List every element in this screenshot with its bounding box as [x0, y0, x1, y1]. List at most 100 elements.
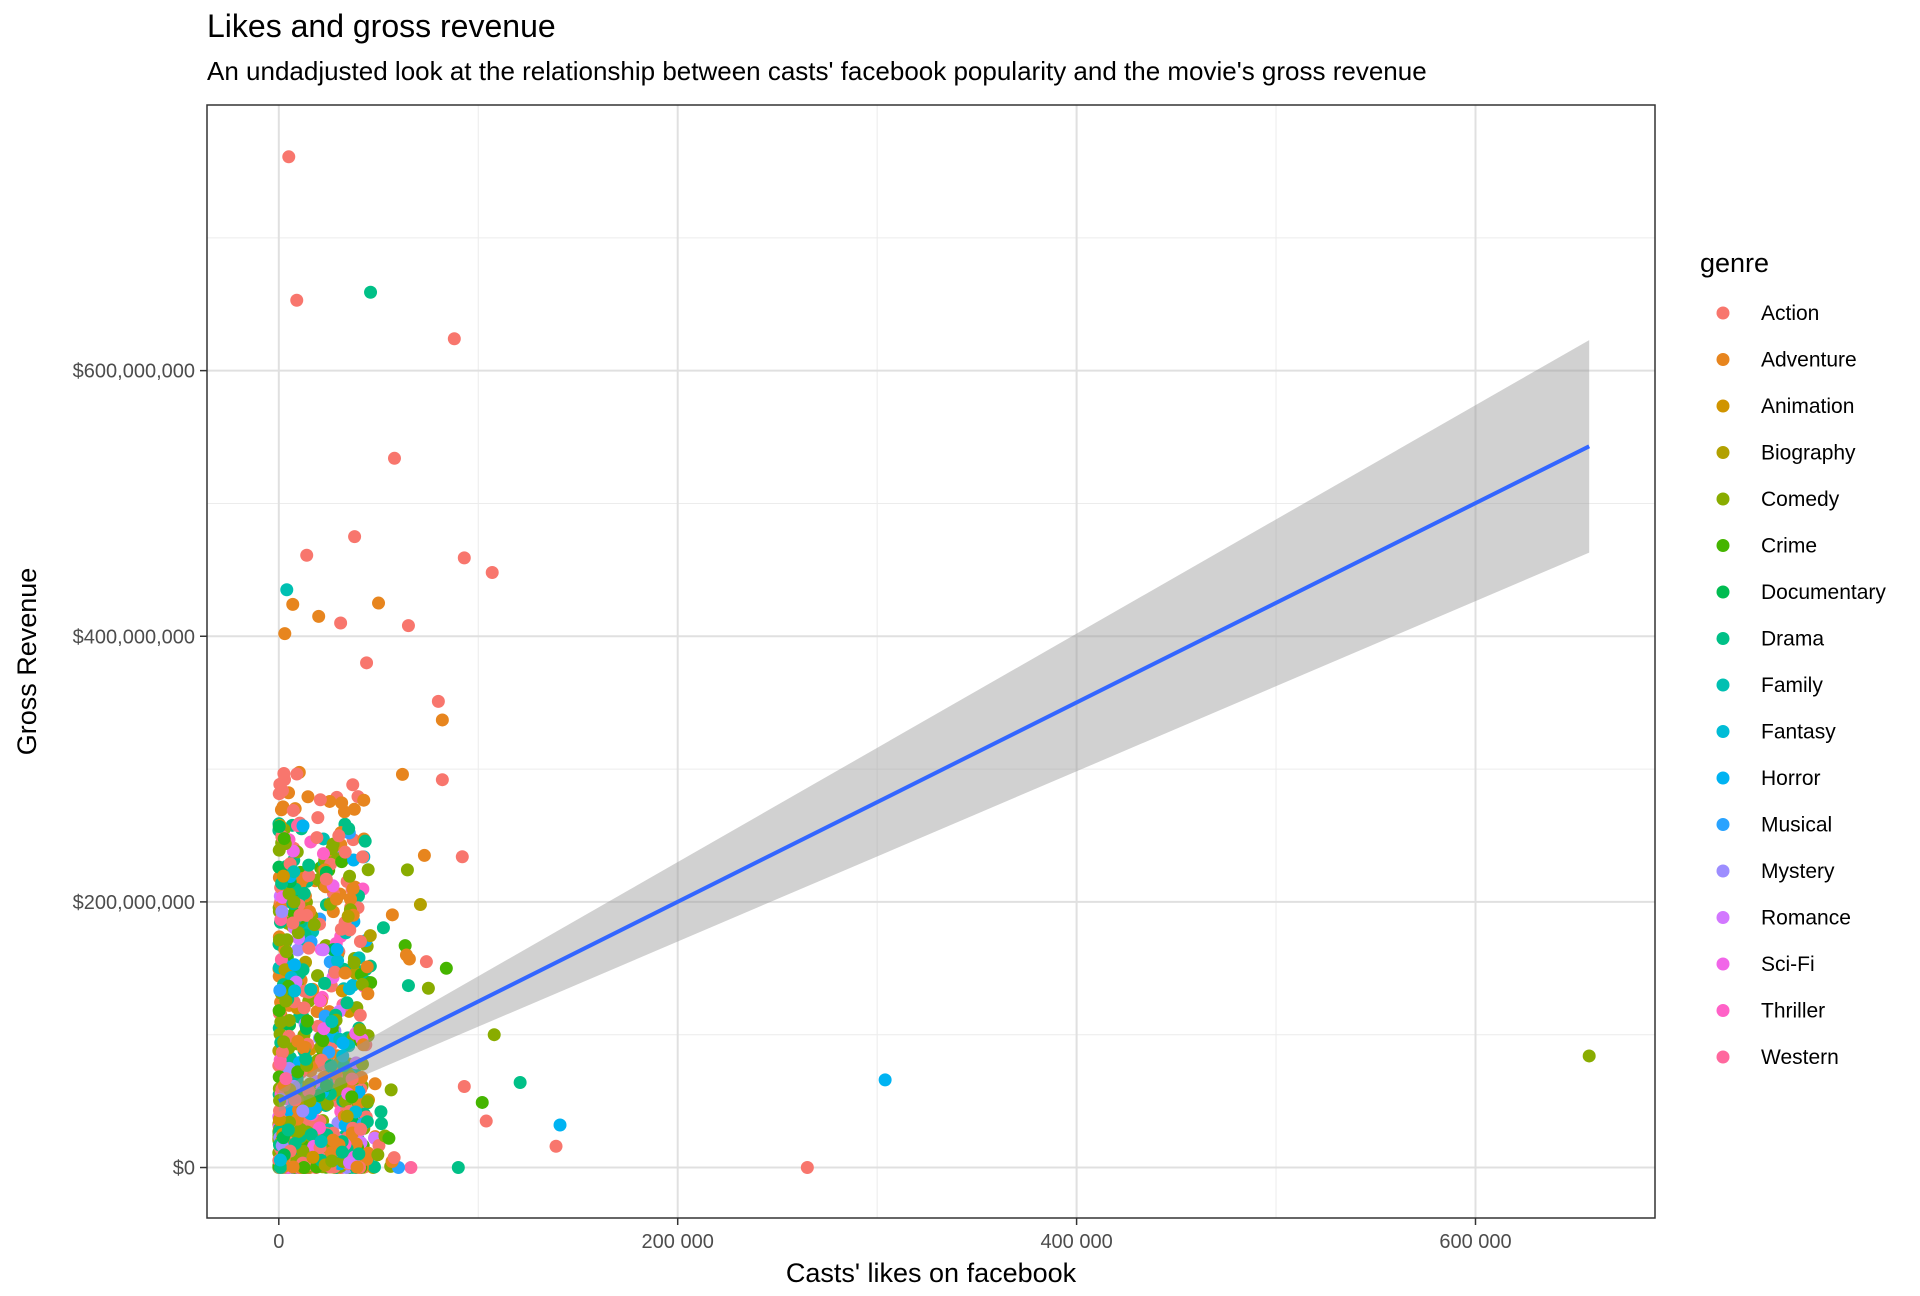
legend-key [1716, 957, 1730, 971]
legend-label: Fantasy [1761, 721, 1836, 744]
data-point [387, 1151, 401, 1165]
data-point [417, 848, 431, 862]
data-point [340, 996, 354, 1010]
data-point [273, 1056, 287, 1070]
data-point [312, 609, 326, 623]
data-point [348, 530, 362, 544]
data-point [346, 882, 360, 896]
legend-key [1716, 539, 1730, 552]
data-point [291, 1065, 305, 1079]
legend-key [1716, 725, 1730, 738]
y-axis-label: Gross Revenue [12, 568, 42, 756]
data-point [324, 1059, 338, 1073]
data-point [368, 1077, 382, 1091]
data-point [282, 150, 296, 164]
data-point [400, 863, 414, 877]
data-point [387, 451, 401, 465]
data-point [361, 863, 375, 877]
data-point [328, 965, 342, 979]
data-point [273, 983, 287, 997]
legend-label: Documentary [1761, 581, 1886, 604]
data-point [319, 872, 333, 886]
data-point [356, 1038, 370, 1052]
data-point [272, 787, 286, 801]
data-point [374, 1105, 388, 1119]
data-point [290, 767, 304, 781]
data-point [341, 909, 355, 923]
data-point [395, 767, 409, 781]
legend-label: Musical [1761, 814, 1832, 837]
data-point [335, 796, 349, 810]
data-point [385, 908, 399, 922]
legend-key [1716, 353, 1730, 366]
data-point [346, 778, 360, 792]
data-point [372, 596, 386, 610]
legend-key [1716, 399, 1730, 413]
data-point [280, 583, 294, 597]
data-point [275, 905, 289, 919]
data-point [326, 1133, 340, 1147]
legend-key [1716, 911, 1730, 924]
data-point [300, 548, 314, 562]
data-point [279, 945, 293, 959]
data-point [276, 869, 290, 883]
data-point [302, 941, 316, 955]
legend-key [1716, 632, 1730, 645]
legend-label: Thriller [1761, 1000, 1825, 1023]
data-point [306, 1150, 320, 1164]
data-point [274, 1015, 288, 1029]
legend-key [1716, 306, 1730, 320]
data-point [275, 1045, 289, 1059]
data-point [401, 619, 415, 633]
data-point [330, 892, 344, 906]
y-tick-label: $0 [173, 1158, 195, 1180]
data-point [316, 1034, 330, 1048]
data-point [272, 1104, 286, 1118]
legend-key [1716, 1004, 1730, 1017]
data-point [800, 1161, 814, 1175]
data-point [332, 829, 346, 843]
legend-key [1716, 864, 1730, 878]
data-point [304, 1128, 318, 1142]
data-point [313, 793, 327, 807]
data-point [374, 1117, 388, 1131]
data-point [513, 1076, 527, 1090]
data-point [447, 332, 461, 346]
data-point [297, 1161, 311, 1175]
data-point [334, 1077, 348, 1091]
data-point [357, 793, 371, 807]
data-point [419, 955, 433, 969]
data-point [342, 982, 356, 996]
legend-label: Sci-Fi [1761, 953, 1815, 976]
data-point [356, 850, 370, 864]
data-point [287, 895, 301, 909]
data-point [399, 948, 413, 962]
data-point [281, 1123, 295, 1137]
data-point [272, 933, 286, 947]
data-point [350, 1160, 364, 1174]
data-point [342, 822, 356, 836]
data-point [338, 966, 352, 980]
confidence-band [278, 340, 1590, 1112]
data-point [451, 1161, 465, 1175]
data-point [325, 1015, 339, 1029]
data-point [291, 926, 305, 940]
x-tick-label: 0 [273, 1231, 284, 1253]
trend-line [277, 444, 1591, 1103]
data-point [277, 766, 291, 780]
legend-label: Drama [1761, 628, 1824, 651]
data-point [294, 1122, 308, 1136]
data-point [286, 804, 300, 818]
data-point [343, 892, 357, 906]
data-point [361, 987, 375, 1001]
data-point [287, 865, 301, 879]
x-tick-label: 400 000 [1040, 1231, 1112, 1253]
legend-label: Biography [1761, 442, 1856, 465]
legend-label: Horror [1761, 767, 1821, 790]
data-point [361, 1095, 375, 1109]
data-point [455, 850, 469, 864]
data-point [352, 1147, 366, 1161]
data-point [325, 1154, 339, 1168]
data-point [479, 1114, 493, 1128]
